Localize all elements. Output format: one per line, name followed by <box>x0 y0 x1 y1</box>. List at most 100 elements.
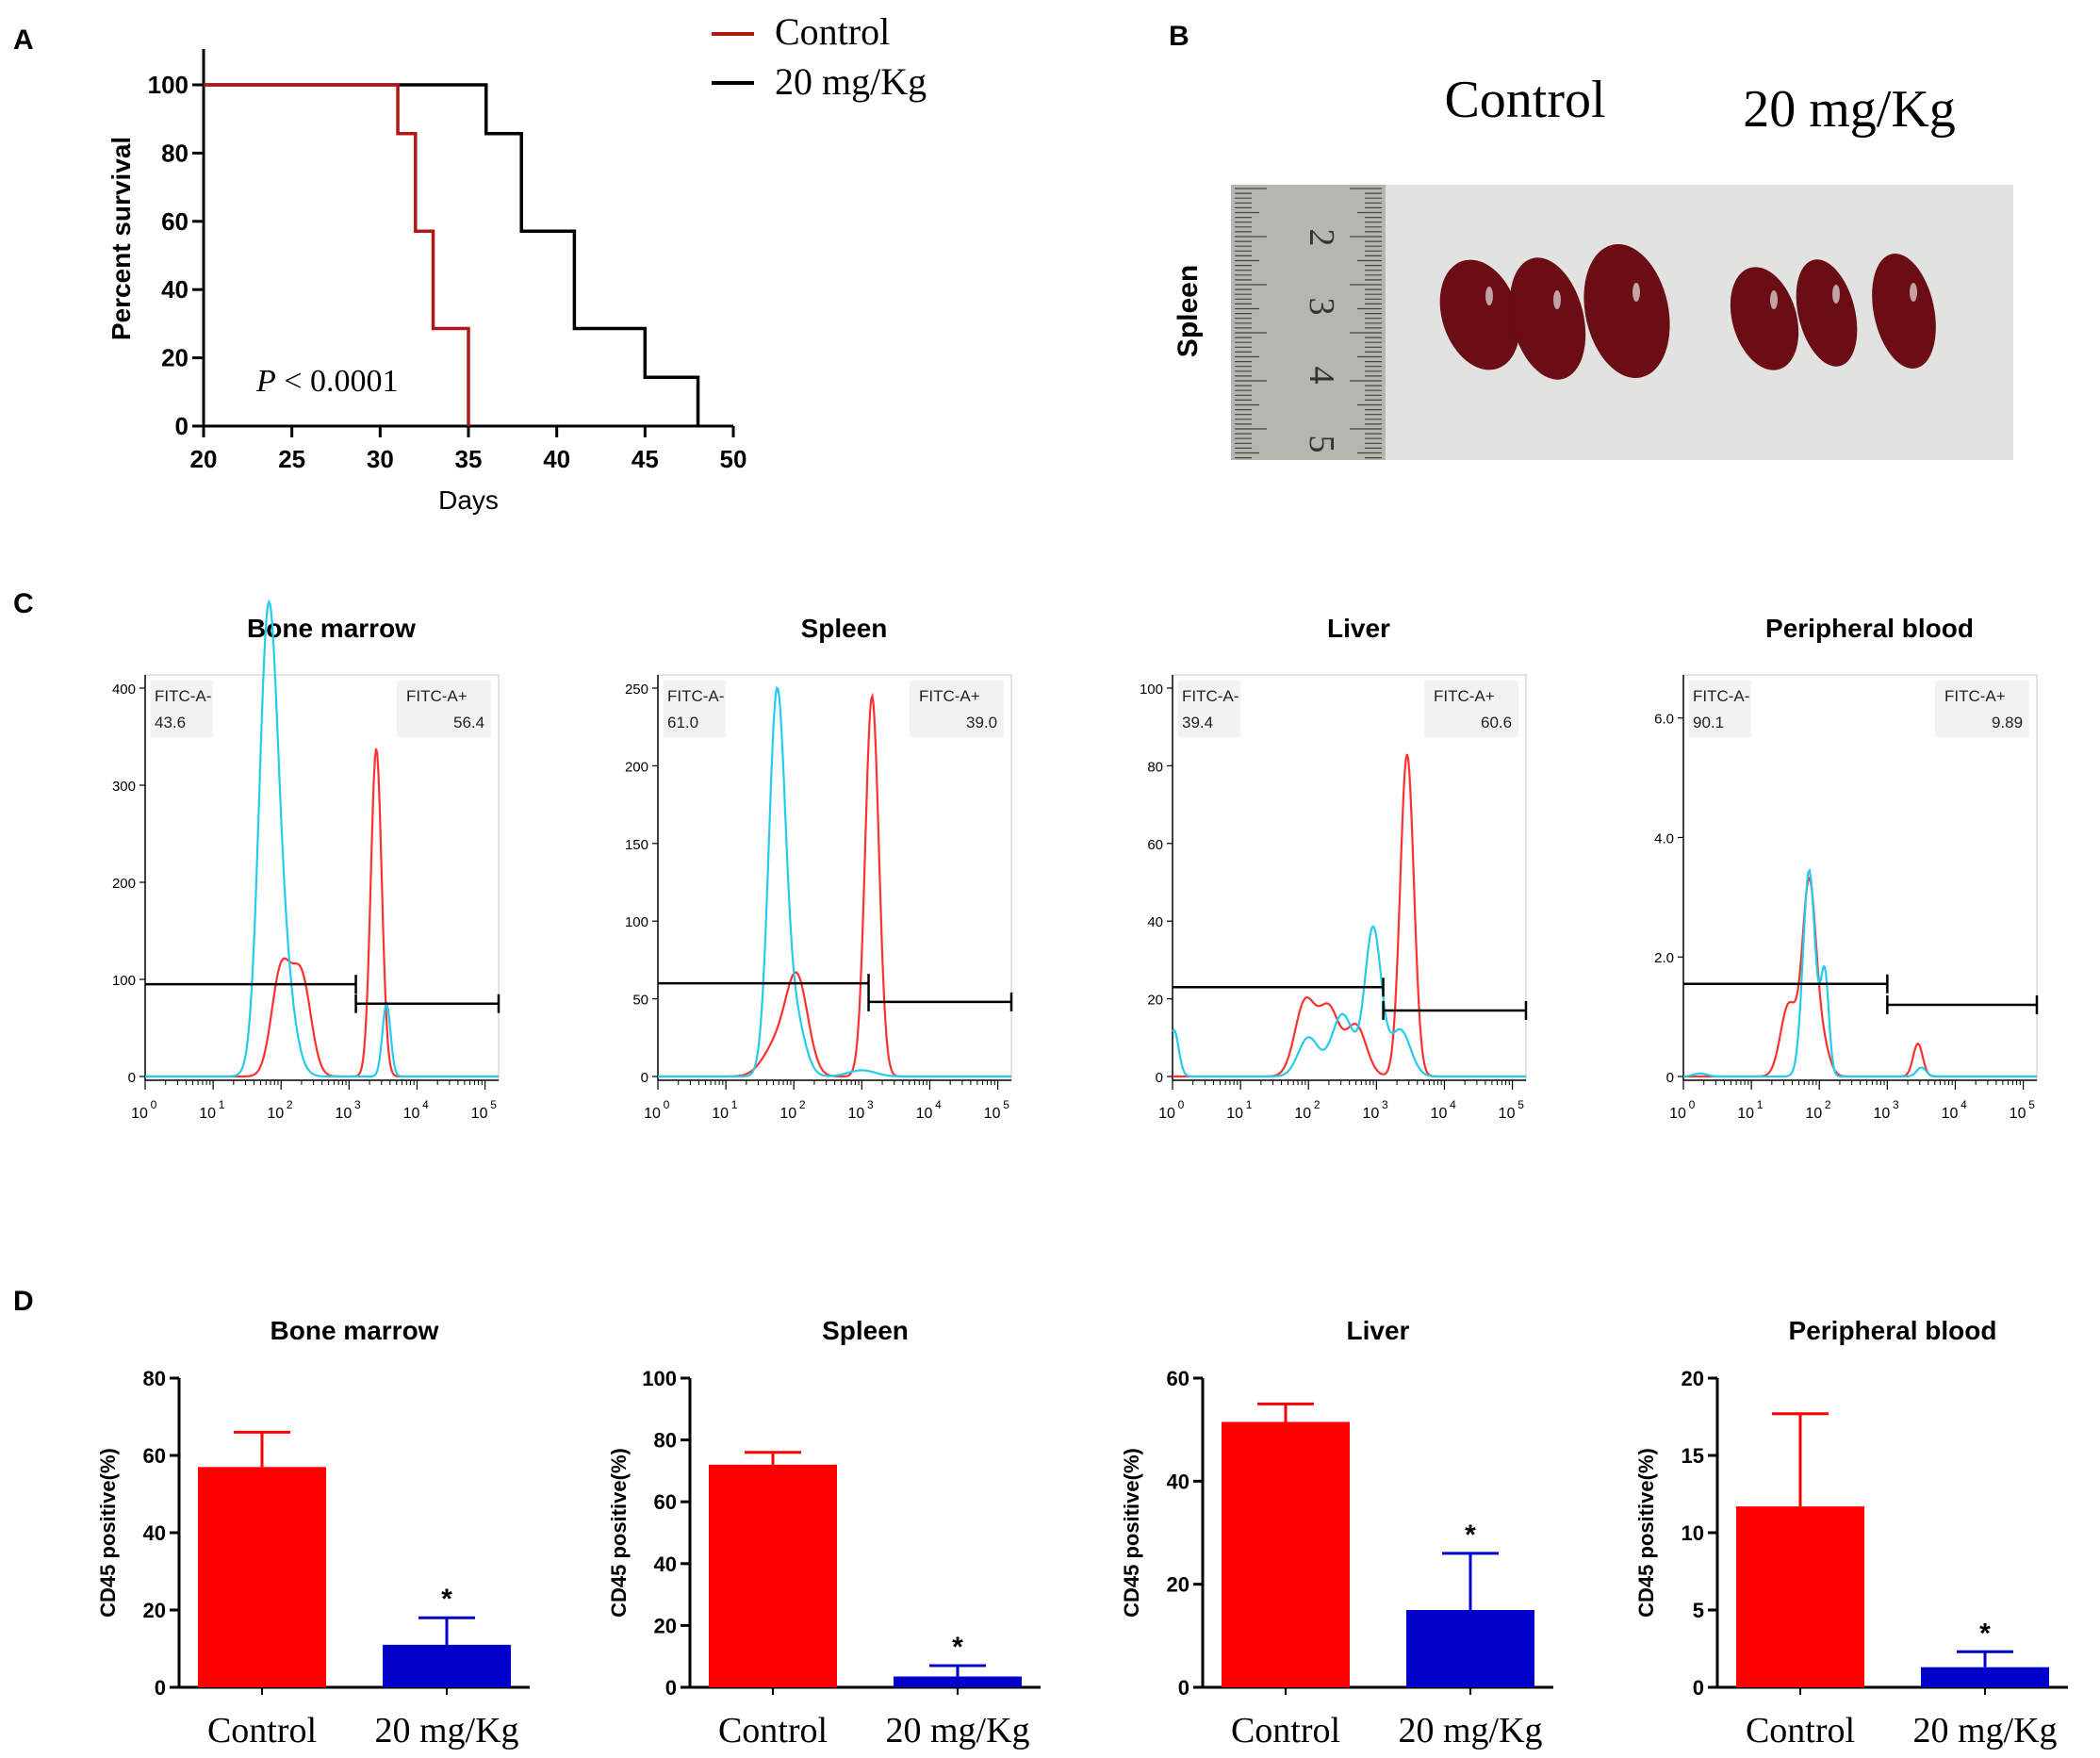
flow-x-tick-label: 10 <box>2010 1106 2026 1122</box>
bar-control <box>198 1467 326 1687</box>
photo-title-treated: 20 mg/Kg <box>1743 80 1956 139</box>
flow-x-tick-label: 10 <box>1294 1106 1311 1122</box>
survival-series-treated <box>204 83 700 426</box>
bar-y-tick-label: 15 <box>1682 1444 1704 1468</box>
bar-y-tick-label: 40 <box>143 1521 166 1545</box>
flow-x-tick-exponent: 5 <box>1003 1098 1009 1111</box>
flow-x-tick-exponent: 3 <box>1382 1098 1388 1111</box>
panel-label-d: D <box>13 1286 34 1317</box>
flow-x-tick-exponent: 0 <box>1689 1098 1696 1111</box>
bar-y-axis-label: CD45 positive(%) <box>1634 1448 1658 1618</box>
gate-box-neg <box>1689 681 1751 737</box>
ruler <box>1231 185 1386 460</box>
p-value-annotation: P < 0.0001 <box>255 364 398 399</box>
spleen-highlight <box>1632 283 1640 302</box>
spleen-organ <box>1583 243 1670 379</box>
histogram-cyan-curve <box>658 685 1011 1078</box>
survival-x-tick-label: 50 <box>720 445 747 473</box>
flow-y-tick-label: 6.0 <box>1654 712 1674 728</box>
spleen-highlight <box>1553 290 1561 309</box>
flow-x-tick-exponent: 1 <box>731 1098 738 1111</box>
flow-x-tick-label: 10 <box>403 1106 420 1122</box>
bar-category-label: 20 mg/Kg <box>374 1711 518 1750</box>
flow-x-tick-label: 10 <box>1499 1106 1516 1122</box>
bar-chart-title: Liver <box>1347 1316 1410 1345</box>
bar-treated <box>894 1676 1022 1687</box>
bar-y-tick-label: 60 <box>1167 1367 1189 1390</box>
flow-x-tick-label: 10 <box>984 1106 1001 1122</box>
bar-treated <box>383 1644 511 1687</box>
flow-x-tick-label: 10 <box>1362 1106 1379 1122</box>
flow-y-tick-label: 0 <box>641 1070 648 1086</box>
flow-x-tick-label: 10 <box>1737 1106 1754 1122</box>
survival-x-tick-label: 45 <box>632 445 659 473</box>
flow-y-tick-label: 200 <box>112 876 136 892</box>
ruler-number-2: 2 <box>1302 229 1341 247</box>
flow-y-tick-label: 0 <box>1666 1070 1674 1086</box>
flow-y-tick-label: 100 <box>1140 682 1163 698</box>
bar-y-tick-label: 100 <box>642 1367 677 1390</box>
survival-x-axis-label: Days <box>438 485 499 515</box>
flow-x-tick-exponent: 4 <box>935 1098 942 1111</box>
bar-chart-title: Bone marrow <box>271 1316 439 1345</box>
bar-category-label: 20 mg/Kg <box>1398 1711 1542 1750</box>
spleen-organ <box>1730 267 1799 370</box>
legend-label-control: Control <box>775 10 890 53</box>
flow-x-tick-exponent: 1 <box>1757 1098 1764 1111</box>
flow-x-tick-exponent: 4 <box>1450 1098 1456 1111</box>
flow-x-tick-exponent: 0 <box>151 1098 157 1111</box>
bar-chart-title: Peripheral blood <box>1789 1316 1997 1345</box>
flow-x-tick-exponent: 3 <box>354 1098 361 1111</box>
bar-control <box>1736 1506 1864 1687</box>
flow-x-tick-label: 10 <box>847 1106 864 1122</box>
spleen-organ <box>1509 257 1586 380</box>
flow-x-tick-label: 10 <box>1158 1106 1175 1122</box>
gate-pos-label: FITC-A+ <box>919 687 980 705</box>
flow-x-tick-exponent: 1 <box>219 1098 225 1111</box>
flow-y-tick-label: 0 <box>128 1070 136 1086</box>
flow-histogram: SpleenFITC-A-61.0FITC-A+39.0050100150200… <box>625 614 1013 1122</box>
bar-chart: Bone marrow CD45 positive(%) 0 20 40 60 80 Cont… <box>96 1316 530 1750</box>
bar-y-tick-label: 60 <box>654 1490 677 1514</box>
flow-y-tick-label: 100 <box>625 914 648 930</box>
flow-title: Liver <box>1327 614 1390 643</box>
flow-x-tick-exponent: 5 <box>1518 1098 1524 1111</box>
flow-x-tick-exponent: 0 <box>664 1098 670 1111</box>
flow-y-tick-label: 0 <box>1156 1070 1163 1086</box>
flow-x-tick-label: 10 <box>199 1106 216 1122</box>
gate-pos-value: 39.0 <box>966 714 997 731</box>
spleen-highlight <box>1485 287 1493 305</box>
gate-neg-label: FITC-A- <box>1693 687 1749 705</box>
gate-box-pos <box>910 681 1004 737</box>
flow-y-tick-label: 400 <box>112 682 136 698</box>
survival-x-tick-label: 35 <box>455 445 483 473</box>
bar-category-label: Control <box>1746 1711 1855 1750</box>
survival-y-axis-label: Percent survival <box>107 137 136 340</box>
bar-y-axis-label: CD45 positive(%) <box>1120 1448 1143 1618</box>
bar-y-tick-label: 40 <box>1167 1470 1189 1493</box>
flow-histogram-panel: Bone marrowFITC-A-43.6FITC-A+56.40100200… <box>112 599 2039 1122</box>
ruler-number-3: 3 <box>1302 298 1341 316</box>
bar-y-axis-label: CD45 positive(%) <box>607 1448 631 1618</box>
survival-x-tick-label: 20 <box>190 445 218 473</box>
gate-neg-label: FITC-A- <box>667 687 724 705</box>
ruler-number-5: 5 <box>1302 435 1341 453</box>
survival-x-tick-label: 30 <box>367 445 394 473</box>
flow-x-tick-label: 10 <box>131 1106 148 1122</box>
bar-y-tick-label: 20 <box>654 1614 677 1637</box>
histogram-cyan-curve <box>1682 867 2037 1078</box>
flow-x-tick-label: 10 <box>267 1106 284 1122</box>
bar-y-tick-label: 0 <box>1178 1676 1189 1700</box>
bar-chart: Spleen CD45 positive(%) 0 20 40 60 80 100 Contro… <box>607 1316 1041 1750</box>
bar-y-tick-label: 20 <box>1682 1367 1704 1390</box>
bar-control <box>709 1464 837 1687</box>
bar-category-label: 20 mg/Kg <box>1912 1711 2057 1750</box>
gate-box-neg <box>1178 681 1240 737</box>
bar-y-tick-label: 80 <box>143 1367 166 1390</box>
gate-neg-value: 39.4 <box>1182 714 1213 731</box>
gate-neg-value: 61.0 <box>667 714 698 731</box>
flow-x-tick-exponent: 2 <box>1314 1098 1321 1111</box>
bar-chart-panel: Bone marrow CD45 positive(%) 0 20 40 60 80 Cont… <box>96 1316 2068 1750</box>
